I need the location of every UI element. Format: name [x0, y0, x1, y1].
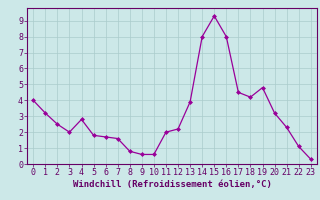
X-axis label: Windchill (Refroidissement éolien,°C): Windchill (Refroidissement éolien,°C) — [73, 180, 271, 189]
